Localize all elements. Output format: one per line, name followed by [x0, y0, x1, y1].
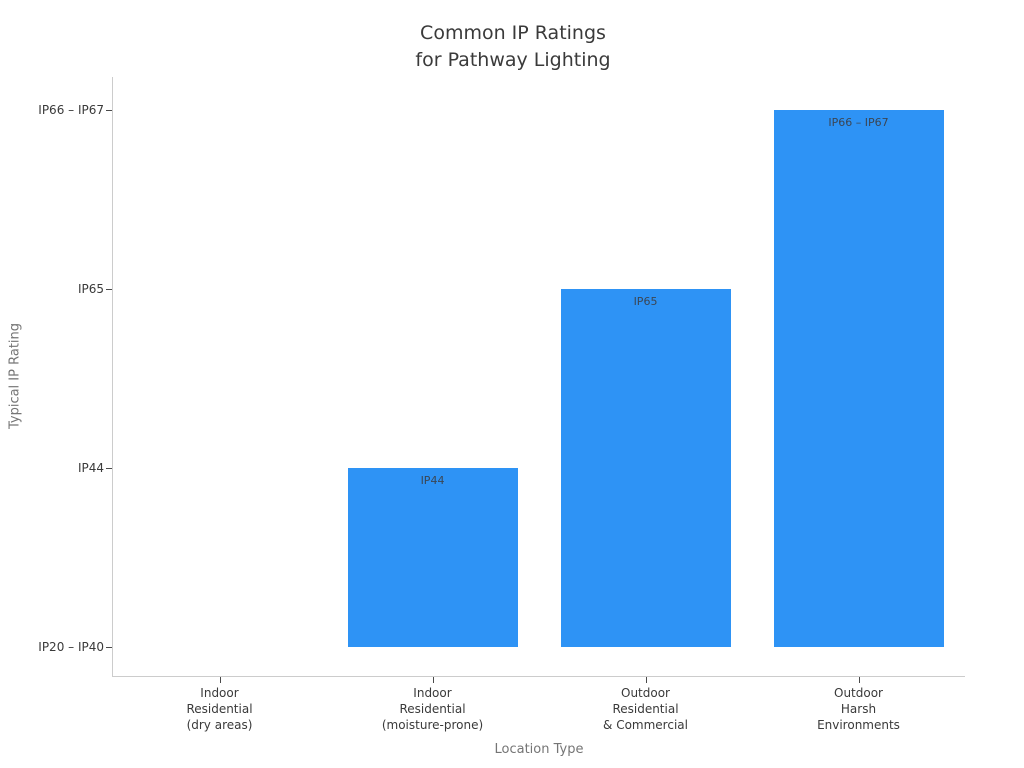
x-tick-label: Indoor Residential (dry areas): [186, 686, 253, 732]
x-axis-spine: [112, 676, 965, 677]
y-tick-label: IP20 – IP40: [38, 640, 104, 654]
x-tick-mark: [858, 677, 860, 683]
x-axis-title: Location Type: [494, 742, 584, 757]
bar-value-label: IP44: [420, 474, 445, 487]
bar: [560, 289, 731, 647]
x-tick-label: Outdoor Harsh Environments: [817, 686, 900, 732]
y-axis-spine: [112, 77, 113, 677]
x-tick-mark: [432, 677, 434, 683]
y-tick-mark: [106, 468, 112, 469]
x-tick-label: Outdoor Residential & Commercial: [603, 686, 688, 732]
y-axis-title: Typical IP Rating: [7, 322, 23, 430]
y-tick-mark: [106, 647, 112, 648]
x-tick-mark: [645, 677, 647, 683]
y-tick-label: IP66 – IP67: [38, 103, 104, 117]
chart-title: Common IP Ratings for Pathway Lighting: [415, 22, 611, 71]
y-tick-label: IP44: [77, 461, 104, 475]
y-tick-mark: [106, 289, 112, 290]
y-tick-label: IP65: [77, 282, 104, 296]
bar-value-label: IP65: [633, 295, 658, 308]
y-tick-mark: [106, 110, 112, 111]
x-tick-label: Indoor Residential (moisture-prone): [381, 686, 484, 732]
bar: [773, 110, 944, 647]
x-tick-mark: [219, 677, 221, 683]
bar-value-label: IP66 – IP67: [828, 116, 889, 129]
bar: [347, 468, 518, 647]
